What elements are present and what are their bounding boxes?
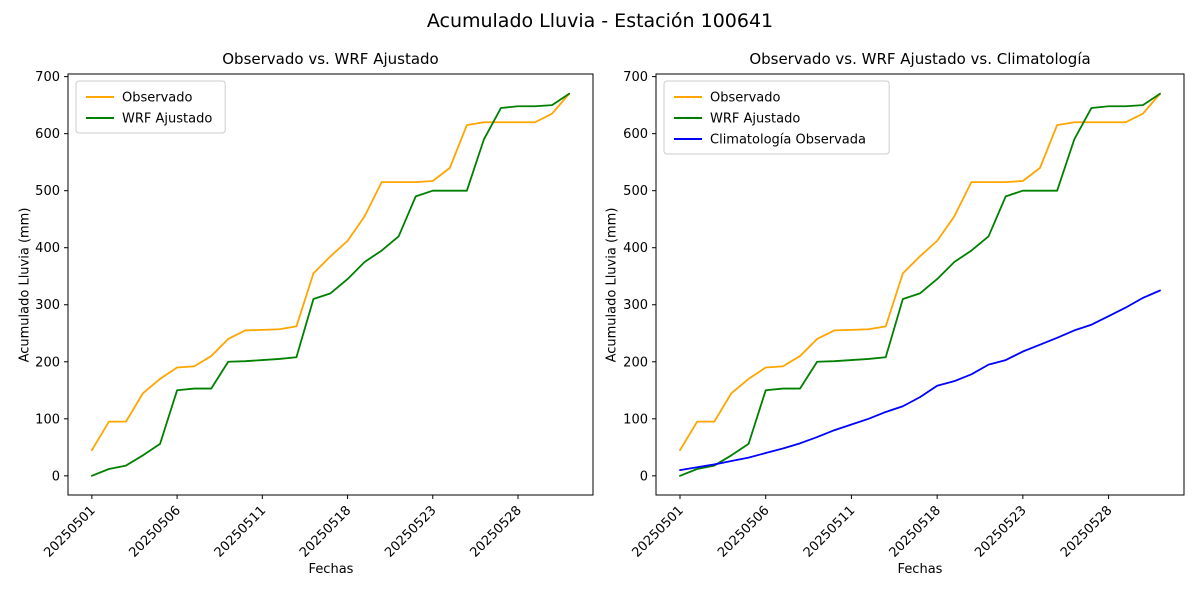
series-line-climatolog-a-observada	[679, 289, 1161, 472]
x-tick-label: 20250523	[972, 503, 1029, 560]
right-subplot-chart: 0 100 200 300 400 500 600 700 20250501 20250506 20…	[623, 70, 1185, 561]
y-tick-label: 200	[623, 355, 648, 370]
x-tick-label: 20250511	[212, 503, 269, 560]
y-tick-label: 100	[35, 412, 60, 427]
y-tick-label: 500	[35, 184, 60, 199]
axes-frame	[67, 73, 594, 496]
x-tick-label: 20250523	[382, 503, 439, 560]
y-tick-label: 200	[35, 355, 60, 370]
legend-box	[75, 80, 226, 134]
x-tick-label: 20250518	[887, 503, 944, 560]
figure-title: Acumulado Lluvia - Estación 100641	[426, 10, 774, 32]
x-tick-label: 20250506	[127, 503, 184, 560]
x-tick-label: 20250518	[297, 503, 354, 560]
series-line-observado	[679, 92, 1161, 452]
y-tick-label: 700	[35, 70, 60, 85]
x-tick-label: 20250528	[1058, 503, 1115, 560]
legend-box	[663, 80, 890, 155]
series-line-observado	[90, 92, 571, 452]
x-tick-label: 20250511	[801, 503, 858, 560]
x-tick-label: 20250528	[467, 503, 524, 560]
y-tick-label: 100	[623, 412, 648, 427]
series-line-wrf-ajustado	[90, 92, 571, 477]
legend-label: WRF Ajustado	[122, 112, 212, 127]
x-tick-label: 20250501	[629, 503, 686, 560]
left-subplot-chart: 0 100 200 300 400 500 600 700 20250501 20250506 20…	[35, 70, 594, 561]
x-tick-label: 20250506	[715, 503, 772, 560]
series-line-wrf-ajustado	[679, 92, 1161, 477]
y-tick-label: 300	[35, 298, 60, 313]
legend-label: Observado	[122, 91, 193, 106]
y-tick-label: 400	[35, 241, 60, 256]
legend-label: Climatología Observada	[710, 133, 866, 148]
y-tick-label: 600	[623, 127, 648, 142]
legend-label: Observado	[710, 91, 781, 106]
y-tick-label: 400	[623, 241, 648, 256]
y-tick-label: 0	[640, 469, 648, 484]
left-subplot-title: Observado vs. WRF Ajustado	[222, 50, 439, 68]
right-x-axis-label: Fechas	[897, 562, 943, 577]
y-tick-label: 600	[35, 127, 60, 142]
y-tick-label: 300	[623, 298, 648, 313]
y-tick-label: 700	[623, 70, 648, 85]
x-tick-label: 20250501	[41, 503, 98, 560]
legend-label: WRF Ajustado	[710, 112, 800, 127]
right-subplot-title: Observado vs. WRF Ajustado vs. Climatolo…	[749, 50, 1091, 68]
y-tick-label: 500	[623, 184, 648, 199]
left-x-axis-label: Fechas	[308, 562, 354, 577]
y-tick-label: 0	[52, 469, 60, 484]
